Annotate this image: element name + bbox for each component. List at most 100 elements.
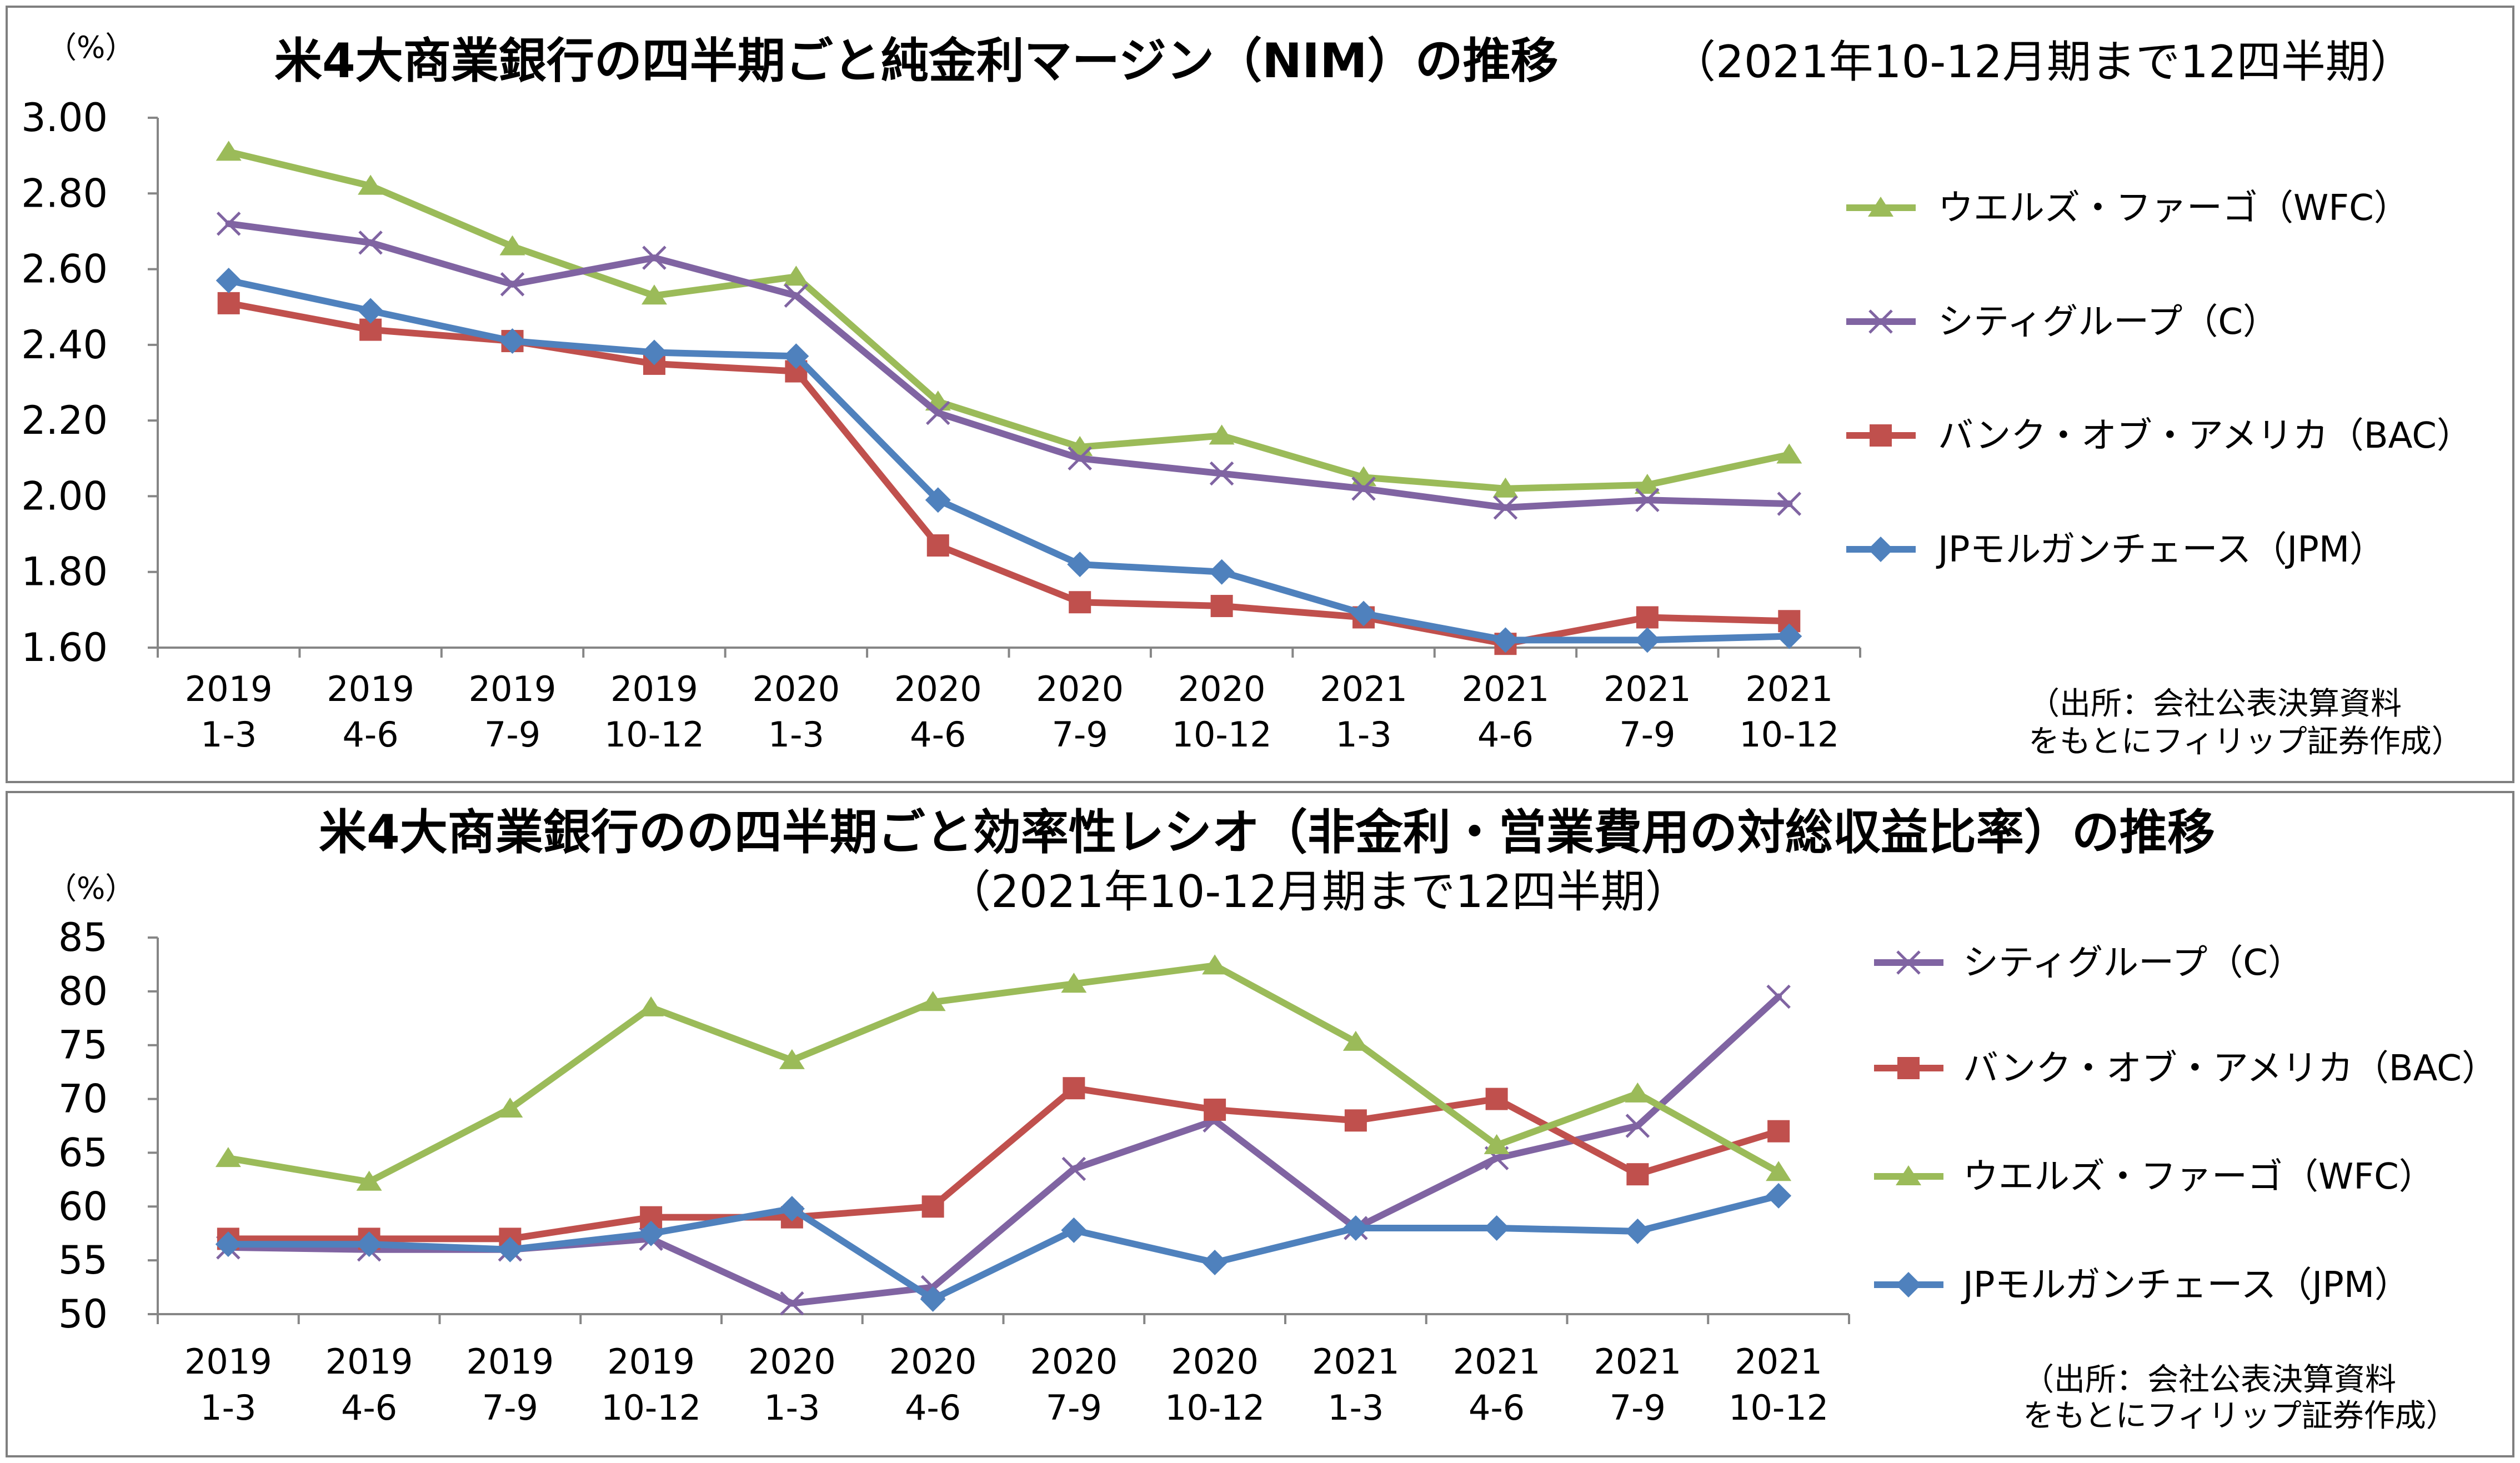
- data-point-c: [500, 272, 525, 297]
- data-point-jpm: [1351, 600, 1377, 627]
- series-line-bac: [225, 299, 1793, 648]
- x-tick-label-quarter: 1-3: [764, 1387, 820, 1428]
- x-tick-label-year: 2021: [1453, 1341, 1541, 1382]
- x-tick-label-year: 2021: [1735, 1341, 1822, 1382]
- legend-marker-c: [1868, 309, 1893, 334]
- x-tick-label-year: 2020: [752, 669, 840, 709]
- data-point-jpm: [641, 339, 667, 365]
- x-tick-label-year: 2021: [1745, 669, 1833, 709]
- x-tick-label-quarter: 4-6: [342, 714, 398, 755]
- y-tick-label: 1.60: [21, 625, 108, 670]
- data-point-c: [926, 400, 950, 425]
- data-point-wfc: [1209, 424, 1235, 445]
- data-point-bac: [1485, 1088, 1508, 1110]
- y-tick-label: 60: [58, 1184, 108, 1229]
- data-point-jpm: [1061, 1217, 1087, 1243]
- y-unit-label: （%）: [47, 30, 135, 65]
- data-point-jpm: [1067, 552, 1093, 578]
- legend-marker-bac: [1897, 1057, 1920, 1079]
- data-point-bac: [1636, 606, 1659, 629]
- y-tick-label: 2.80: [21, 171, 108, 216]
- y-tick-label: 70: [58, 1076, 108, 1122]
- x-tick-label-quarter: 7-9: [482, 1387, 538, 1428]
- x-tick-label-quarter: 4-6: [1477, 714, 1534, 755]
- x-tick-label-year: 2020: [889, 1341, 977, 1382]
- data-point-bac: [1210, 595, 1233, 618]
- data-point-c: [216, 212, 241, 236]
- series-line-wfc: [225, 148, 1793, 492]
- data-point-wfc: [1492, 477, 1519, 498]
- data-point-jpm: [1202, 1250, 1228, 1276]
- data-point-wfc: [1625, 1082, 1651, 1103]
- x-tick-label-year: 2019: [327, 669, 414, 709]
- x-tick-label-year: 2019: [185, 669, 273, 709]
- x-tick-label-quarter: 10-12: [1729, 1387, 1828, 1428]
- x-tick-label-quarter: 1-3: [768, 714, 824, 755]
- data-point-c: [1493, 495, 1518, 520]
- data-point-wfc: [215, 1147, 241, 1168]
- legend-label-bac: バンク・オブ・アメリカ（BAC）: [1963, 1048, 2497, 1089]
- x-tick-label-quarter: 1-3: [1327, 1387, 1384, 1428]
- data-point-bac: [217, 292, 240, 314]
- legend-label-c: シティグループ（C）: [1938, 302, 2278, 343]
- x-tick-label-year: 2021: [1462, 669, 1550, 709]
- data-point-bac: [1069, 591, 1091, 614]
- nim-chart-panel: 米4大商業銀行の四半期ごと純金利マージン（NIM）の推移 （2021年10-12…: [6, 6, 2514, 783]
- data-point-jpm: [1634, 627, 1660, 653]
- data-point-wfc: [1634, 473, 1660, 494]
- series-line-jpm: [224, 1192, 1782, 1302]
- x-tick-label-quarter: 4-6: [905, 1387, 961, 1428]
- y-tick-label: 75: [58, 1023, 108, 1068]
- x-tick-label-quarter: 10-12: [601, 1387, 701, 1428]
- chart-title: 米4大商業銀行のの四半期ごと効率性レシオ（非金利・営業費用の対総収益比率）の推移: [319, 805, 2215, 860]
- legend-marker-wfc: [1896, 1165, 1921, 1185]
- y-tick-label: 1.80: [21, 549, 108, 595]
- data-point-jpm: [216, 268, 242, 294]
- x-tick-label-quarter: 1-3: [1335, 714, 1391, 755]
- source-note-line2: をもとにフィリップ証券作成）: [2028, 724, 2463, 760]
- data-point-wfc: [638, 996, 664, 1016]
- legend-marker-bac: [1870, 424, 1892, 447]
- x-tick-label-quarter: 1-3: [201, 714, 257, 755]
- x-tick-label-year: 2019: [610, 669, 698, 709]
- x-tick-label-year: 2019: [607, 1341, 695, 1382]
- data-point-c: [1209, 461, 1234, 486]
- data-point-bac: [1204, 1098, 1226, 1121]
- x-tick-label-year: 2021: [1594, 1341, 1681, 1382]
- data-point-wfc: [783, 265, 809, 286]
- y-tick-label: 2.20: [21, 398, 108, 443]
- plot-area: 50 55 60 65 70 75 80 85 2019 1-3 2019 4-6 2019 7-9 201…: [58, 915, 2497, 1428]
- x-tick-label-quarter: 7-9: [1046, 1387, 1102, 1428]
- legend-label-c: シティグループ（C）: [1963, 943, 2303, 984]
- y-tick-label: 50: [58, 1291, 108, 1337]
- x-tick-label-quarter: 7-9: [1619, 714, 1675, 755]
- x-tick-label-quarter: 1-3: [200, 1387, 256, 1428]
- x-tick-label-year: 2020: [894, 669, 982, 709]
- data-point-c: [358, 231, 383, 255]
- efficiency-ratio-chart-panel: 米4大商業銀行のの四半期ごと効率性レシオ（非金利・営業費用の対総収益比率）の推移…: [6, 791, 2514, 1457]
- series-line-bac: [224, 1085, 1782, 1242]
- data-point-jpm: [1625, 1218, 1651, 1244]
- data-point-c: [642, 245, 667, 270]
- x-tick-label-quarter: 10-12: [1172, 714, 1272, 755]
- data-point-c: [1068, 446, 1092, 471]
- data-point-jpm: [1342, 1215, 1369, 1241]
- chart-title: 米4大商業銀行の四半期ごと純金利マージン（NIM）の推移: [274, 33, 1559, 89]
- y-tick-label: 65: [58, 1130, 108, 1175]
- efficiency-ratio-chart: 米4大商業銀行のの四半期ごと効率性レシオ（非金利・営業費用の対総収益比率）の推移…: [47, 805, 2497, 1434]
- data-point-wfc: [1202, 954, 1228, 975]
- data-point-wfc: [356, 1170, 382, 1191]
- data-point-bac: [1063, 1077, 1085, 1100]
- data-point-c: [1777, 492, 1802, 516]
- data-point-wfc: [920, 991, 946, 1011]
- y-tick-label: 2.00: [21, 473, 108, 519]
- data-point-jpm: [1492, 627, 1519, 653]
- y-tick-label: 80: [58, 969, 108, 1014]
- data-point-wfc: [1484, 1134, 1510, 1154]
- data-point-wfc: [499, 235, 525, 255]
- data-point-wfc: [641, 284, 667, 305]
- series-line-jpm: [225, 277, 1793, 644]
- x-tick-label-year: 2021: [1312, 1341, 1400, 1382]
- data-point-c: [780, 1291, 804, 1316]
- data-point-jpm: [638, 1220, 664, 1246]
